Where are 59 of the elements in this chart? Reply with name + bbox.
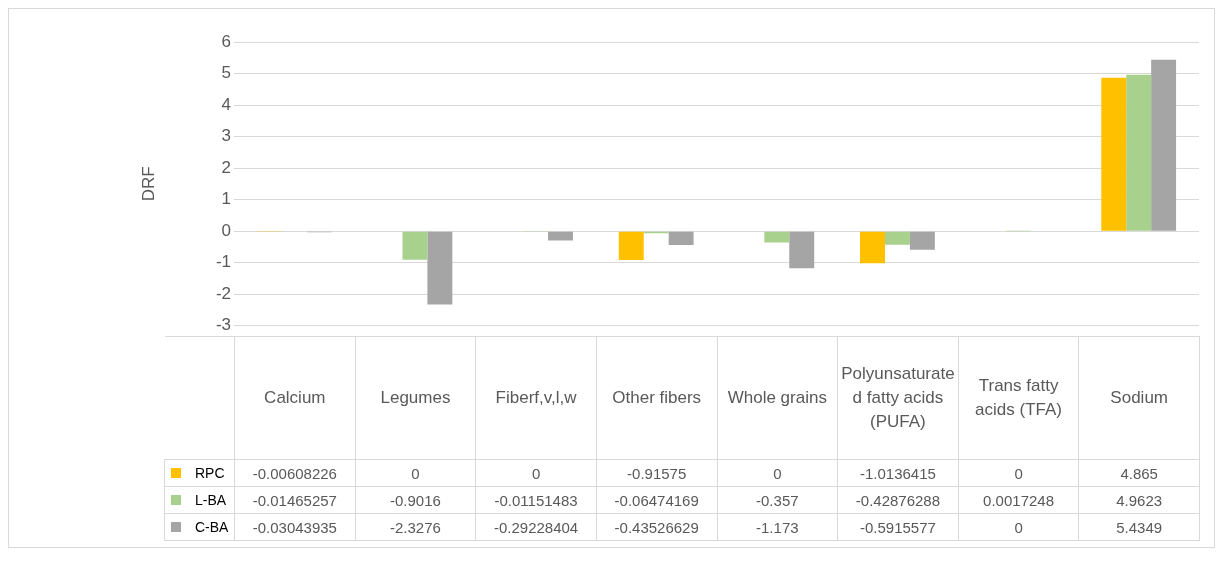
y-tick-label: 2 xyxy=(221,157,231,177)
bar xyxy=(860,231,885,264)
data-label: -0.5915577 xyxy=(837,513,959,541)
bar xyxy=(789,231,815,269)
data-label: 5.4349 xyxy=(1078,513,1200,541)
data-label: -0.01465257 xyxy=(234,486,356,514)
data-label: 4.9623 xyxy=(1078,486,1200,514)
data-label: -0.00608226 xyxy=(234,459,356,487)
data-label: -0.29228404 xyxy=(475,513,597,541)
data-label: 0.0017248 xyxy=(958,486,1079,514)
y-tick-label: 6 xyxy=(221,31,231,51)
bar xyxy=(1101,77,1127,231)
data-label: 4.865 xyxy=(1078,459,1200,487)
data-label: 0 xyxy=(355,459,476,487)
y-axis-title: DRF xyxy=(138,166,158,202)
data-label: -0.43526629 xyxy=(596,513,717,541)
data-label: -0.06474169 xyxy=(596,486,717,514)
legend-label: RPC xyxy=(164,459,235,487)
y-tick-label: 5 xyxy=(221,63,231,83)
bar xyxy=(764,231,790,243)
legend-label: L-BA xyxy=(164,486,235,514)
data-label: 0 xyxy=(475,459,597,487)
data-label: -0.42876288 xyxy=(837,486,959,514)
data-label: -1.0136415 xyxy=(837,459,959,487)
bar xyxy=(618,231,644,261)
bar xyxy=(1126,74,1152,231)
data-label: 0 xyxy=(717,459,838,487)
y-tick-label: 4 xyxy=(221,94,231,114)
x-tick-label: Fiberf,v,l,w xyxy=(475,336,597,460)
y-tick-label: -1 xyxy=(215,252,231,272)
y-tick-label: -3 xyxy=(215,315,231,335)
y-tick-label: 1 xyxy=(221,189,231,209)
x-tick-label: Trans fatty acids (TFA) xyxy=(958,336,1079,460)
bar xyxy=(427,231,453,305)
bar xyxy=(548,231,573,241)
bar xyxy=(884,231,910,245)
data-label: -0.91575 xyxy=(596,459,717,487)
bar xyxy=(402,231,428,260)
data-label: -0.03043935 xyxy=(234,513,356,541)
x-tick-label: Sodium xyxy=(1078,336,1200,460)
bar xyxy=(909,231,935,250)
data-label: -1.173 xyxy=(717,513,838,541)
data-label: 0 xyxy=(958,513,1079,541)
x-tick-label: Calcium xyxy=(234,336,356,460)
y-tick-label: 0 xyxy=(221,220,231,240)
y-tick-label: 3 xyxy=(221,126,231,146)
legend-label: C-BA xyxy=(164,513,235,541)
bar xyxy=(668,231,694,245)
data-label: 0 xyxy=(958,459,1079,487)
data-label: -0.9016 xyxy=(355,486,476,514)
data-label: -0.01151483 xyxy=(475,486,597,514)
x-tick-label: Other fibers xyxy=(596,336,717,460)
bar xyxy=(1151,59,1177,231)
data-label: -2.3276 xyxy=(355,513,476,541)
data-label: -0.357 xyxy=(717,486,838,514)
x-tick-label: Legumes xyxy=(355,336,476,460)
y-tick-label: -2 xyxy=(215,283,231,303)
x-tick-label: Polyunsaturated fatty acids (PUFA) xyxy=(837,336,959,460)
x-tick-label: Whole grains xyxy=(717,336,838,460)
